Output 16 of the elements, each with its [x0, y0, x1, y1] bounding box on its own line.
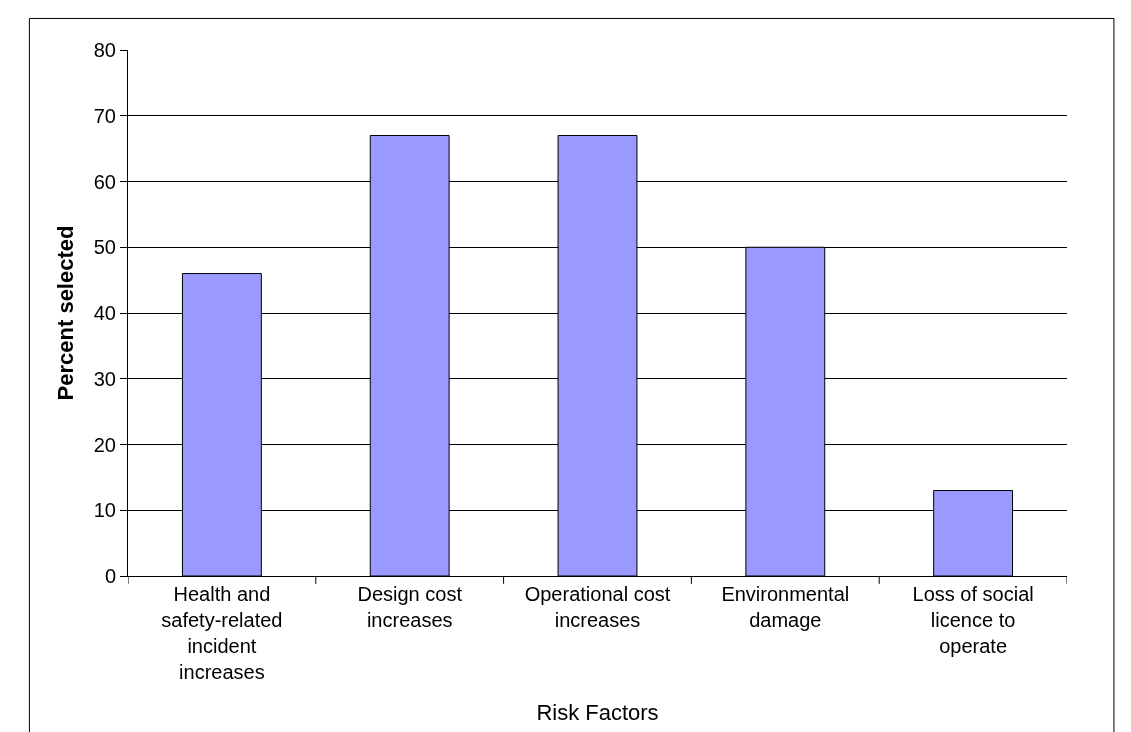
x-tick-label: Design cost increases: [357, 583, 463, 631]
x-tick-label: Operational cost increases: [524, 583, 671, 631]
y-tick-label: 60: [93, 170, 116, 193]
y-tick-label: 0: [104, 565, 116, 587]
y-tick-label: 50: [93, 236, 116, 259]
x-tick-label: Loss of social licence to operate: [912, 583, 1034, 657]
y-tick-label: 10: [93, 499, 116, 522]
x-tick-label: Environmental damage: [721, 583, 850, 631]
x-axis-title: Risk Factors: [536, 699, 659, 725]
y-tick-label: 70: [93, 104, 116, 127]
x-tick-label: Health and safety-related incident increases: [161, 583, 283, 683]
y-tick-label: 20: [93, 433, 116, 456]
y-axis-title: Percent selected: [52, 225, 78, 401]
y-tick-label: 40: [93, 302, 116, 324]
y-tick-label: 80: [93, 39, 116, 61]
y-tick-label: 30: [93, 367, 116, 390]
